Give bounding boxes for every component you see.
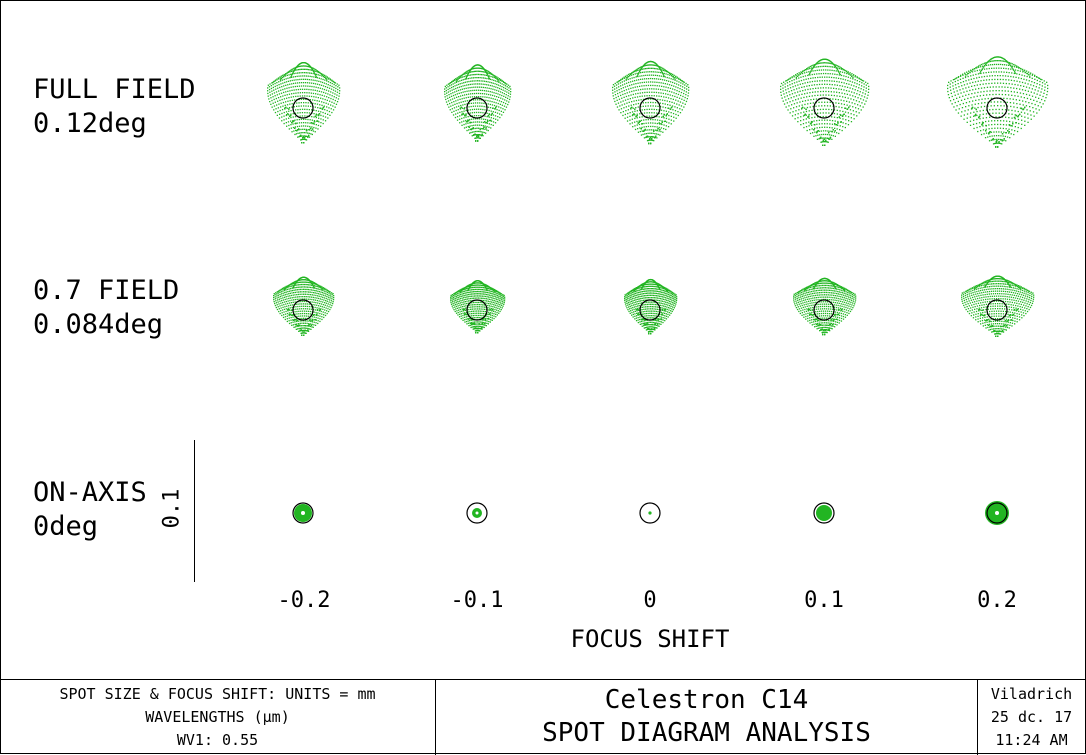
footer-title: Celestron C14 (604, 685, 809, 715)
row-label-07-field: 0.7 FIELD 0.084deg (33, 274, 179, 342)
spot-07-field (624, 278, 678, 335)
row-label-on-axis: ON-AXIS 0deg (33, 476, 147, 544)
airy-disk-circle (813, 502, 835, 524)
airy-disk-circle (813, 299, 835, 321)
airy-disk-circle (986, 97, 1008, 119)
spot-on-axis (816, 505, 832, 521)
spot-full-field (612, 60, 690, 145)
row-angle: 0deg (33, 511, 99, 542)
tick-label: -0.2 (277, 588, 331, 613)
spot-center-hole (475, 511, 479, 515)
spot-07-field (793, 277, 857, 336)
row-angle: 0.12deg (33, 108, 147, 139)
row-angle: 0.084deg (33, 309, 164, 340)
airy-disk-circle (292, 299, 314, 321)
spot-full-field (267, 62, 341, 144)
airy-disk-circle (292, 97, 314, 119)
footer-author: Viladrich (990, 685, 1073, 703)
footer-date: 25 dc. 17 (990, 708, 1073, 726)
airy-disk-circle (986, 299, 1008, 321)
airy-disk-circle (639, 502, 661, 524)
spot-full-field (947, 56, 1049, 148)
spot-on-axis (648, 511, 652, 515)
wv1-text: WV1: 0.55 (176, 731, 259, 749)
airy-disk-circle (639, 97, 661, 119)
units-text: SPOT SIZE & FOCUS SHIFT: UNITS = mm (59, 685, 376, 703)
spot-full-field (780, 58, 870, 146)
airy-disk-circle (639, 299, 661, 321)
row-name: ON-AXIS (33, 477, 147, 508)
tick-label: 0 (643, 588, 657, 613)
airy-disk-circle (466, 97, 488, 119)
airy-disk-circle (292, 502, 314, 524)
spot-07-field (961, 275, 1035, 337)
scale-bar (194, 440, 195, 582)
wavelengths-text: WAVELENGTHS (µm) (145, 708, 290, 726)
row-label-full-field: FULL FIELD 0.12deg (33, 73, 196, 141)
airy-disk-circle (466, 299, 488, 321)
tick-label: -0.1 (450, 588, 504, 613)
footer-units-cell: SPOT SIZE & FOCUS SHIFT: UNITS = mm WAVE… (0, 680, 435, 755)
footer-subtitle: SPOT DIAGRAM ANALYSIS (542, 718, 871, 748)
airy-disk-circle (466, 502, 488, 524)
row-name: FULL FIELD (33, 74, 196, 105)
footer-title-cell: Celestron C14 SPOT DIAGRAM ANALYSIS (435, 680, 977, 755)
spot-plots (267, 56, 1049, 525)
spot-full-field (444, 64, 512, 142)
spot-07-field (273, 276, 335, 336)
tick-label: 0.1 (804, 588, 844, 613)
footer: SPOT SIZE & FOCUS SHIFT: UNITS = mm WAVE… (0, 679, 1086, 755)
spot-07-field (450, 280, 506, 334)
tick-label: 0.2 (977, 588, 1017, 613)
spot-center-hole (301, 511, 305, 515)
spot-center-hole (995, 511, 999, 515)
airy-disk-circle (986, 502, 1008, 524)
footer-info-cell: Viladrich 25 dc. 17 11:24 AM (977, 680, 1085, 755)
axis-title: FOCUS SHIFT (570, 625, 730, 653)
row-name: 0.7 FIELD (33, 275, 180, 306)
footer-time: 11:24 AM (995, 731, 1068, 749)
airy-disk-circle (813, 97, 835, 119)
